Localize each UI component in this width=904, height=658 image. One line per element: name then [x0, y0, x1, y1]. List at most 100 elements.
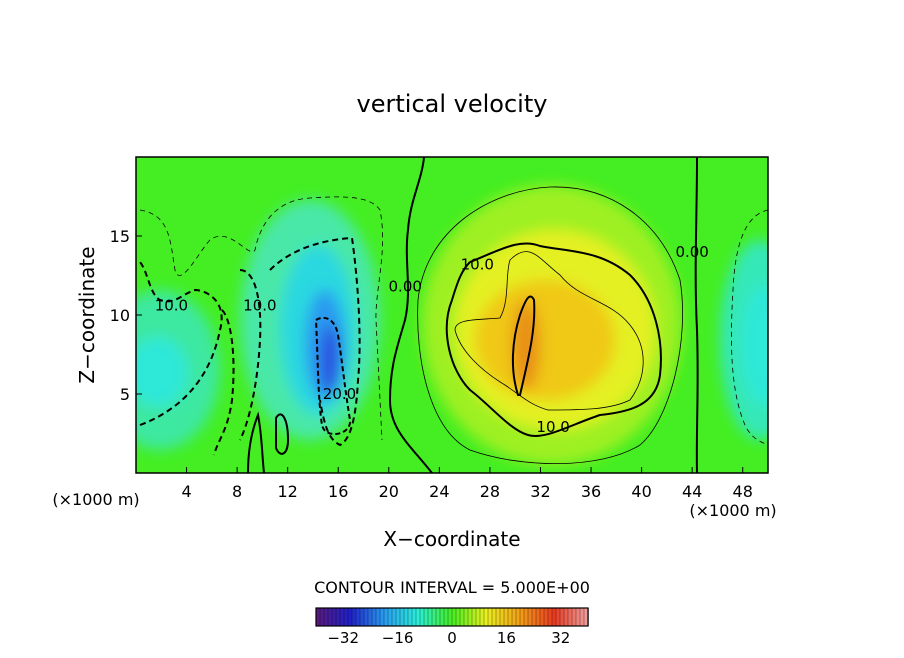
colorbar-cell: [567, 607, 573, 627]
contour-label: 10.0: [155, 297, 188, 315]
colorbar-frame: [315, 607, 589, 627]
colorbar-cell: [487, 607, 493, 627]
colorbar-cell: [367, 607, 373, 627]
colorbar-cell: [331, 607, 337, 627]
updraft-inner: [475, 280, 615, 400]
x-tick-label: 28: [480, 482, 500, 501]
colorbar-cell: [327, 607, 333, 627]
right-edge-dashed: [731, 209, 768, 446]
colorbar-cell: [531, 607, 537, 627]
left-downdraft-core: [136, 337, 188, 407]
y-tick-label: 10: [110, 306, 130, 325]
colorbar-cell: [547, 607, 553, 627]
x-tick-label: 12: [278, 482, 298, 501]
x-axis: 4 8 12 16 20 24 28 32 36 40 44 48: [181, 467, 753, 501]
colorbar-cell: [403, 607, 409, 627]
colorbar-cell: [571, 607, 577, 627]
colorbar-cell: [447, 607, 453, 627]
colorbar-tick-label: −32: [327, 629, 359, 647]
colorbar-cell: [419, 607, 425, 627]
contour-label: 10.0: [461, 255, 494, 273]
colorbar-cell: [355, 607, 361, 627]
colorbar-cell: [575, 607, 581, 627]
low-contour-2: [275, 413, 290, 455]
x-tick-label: 24: [429, 482, 449, 501]
downdraft-left-dashed: [213, 309, 235, 456]
colorbar-cell: [459, 607, 465, 627]
colorbar-cell: [535, 607, 541, 627]
downdraft-core: [320, 325, 340, 395]
y-axis-label: Z−coordinate: [75, 246, 99, 383]
colorbar-cell: [407, 607, 413, 627]
updraft-core: [512, 300, 540, 390]
shading-layer: [136, 185, 768, 465]
contour-labels: 10.0 10.0 20.0 0.00 10.0 0.00 10.0: [155, 243, 709, 436]
updraft-outer-contour: [417, 186, 683, 465]
colorbar-tick-label: 0: [447, 629, 457, 647]
colorbar-cell: [475, 607, 481, 627]
colorbar-cell: [503, 607, 509, 627]
contour-label: 0.00: [389, 278, 422, 296]
colorbar-cell: [339, 607, 345, 627]
colorbar-cell: [375, 607, 381, 627]
colorbar-tick-label: 16: [497, 629, 516, 647]
colorbar-cell: [395, 607, 401, 627]
colorbar-cell: [379, 607, 385, 627]
right-downdraft-core: [742, 285, 768, 405]
colorbar: −32 −16 0 16 32: [315, 607, 589, 647]
colorbar-cell: [343, 607, 349, 627]
colorbar-cell: [351, 607, 357, 627]
colorbar-cell: [411, 607, 417, 627]
x-tick-label: 40: [631, 482, 651, 501]
colorbar-cell: [323, 607, 329, 627]
chart-title: vertical velocity: [357, 90, 548, 118]
colorbar-cell: [439, 607, 445, 627]
colorbar-cell: [543, 607, 549, 627]
colorbar-cell: [499, 607, 505, 627]
colorbar-cell: [467, 607, 473, 627]
colorbar-cell: [319, 607, 325, 627]
colorbar-cell: [463, 607, 469, 627]
x-axis-label: X−coordinate: [383, 527, 520, 551]
contour-label: 20.0: [323, 385, 356, 403]
colorbar-cell: [451, 607, 457, 627]
colorbar-cell: [539, 607, 545, 627]
colorbar-cell: [511, 607, 517, 627]
colorbar-cell: [483, 607, 489, 627]
y-tick-label: 15: [110, 227, 130, 246]
zero-contour-center: [388, 157, 433, 473]
colorbar-cell: [555, 607, 561, 627]
colorbar-cell: [399, 607, 405, 627]
x-tick-label: 16: [328, 482, 348, 501]
updraft-20-contour: [511, 295, 536, 396]
colorbar-cell: [559, 607, 565, 627]
x-tick-label: 4: [181, 482, 191, 501]
colorbar-cell: [423, 607, 429, 627]
updraft-10-contour: [445, 242, 662, 437]
colorbar-cell: [387, 607, 393, 627]
colorbar-cell: [335, 607, 341, 627]
colorbar-cell: [551, 607, 557, 627]
contour-lines: [139, 157, 768, 473]
colorbar-cell: [507, 607, 513, 627]
colorbar-cell: [491, 607, 497, 627]
x-tick-label: 20: [379, 482, 399, 501]
colorbar-cell: [495, 607, 501, 627]
colorbar-cell: [347, 607, 353, 627]
colorbar-cell: [363, 607, 369, 627]
colorbar-cell: [519, 607, 525, 627]
colorbar-cell: [515, 607, 521, 627]
y-tick-label: 5: [120, 385, 130, 404]
plot-area: 10.0 10.0 20.0 0.00 10.0 0.00 10.0: [135, 156, 769, 474]
colorbar-cell: [471, 607, 477, 627]
x-tick-label: 48: [733, 482, 753, 501]
y-axis: 5 10 15: [110, 227, 142, 404]
colorbar-cell: [359, 607, 365, 627]
colorbar-tick-label: 32: [551, 629, 570, 647]
colorbar-cell: [443, 607, 449, 627]
x-tick-label: 44: [682, 482, 702, 501]
colorbar-cell: [391, 607, 397, 627]
contour-label: 10.0: [536, 418, 569, 436]
contour-label: 10.0: [243, 297, 276, 315]
